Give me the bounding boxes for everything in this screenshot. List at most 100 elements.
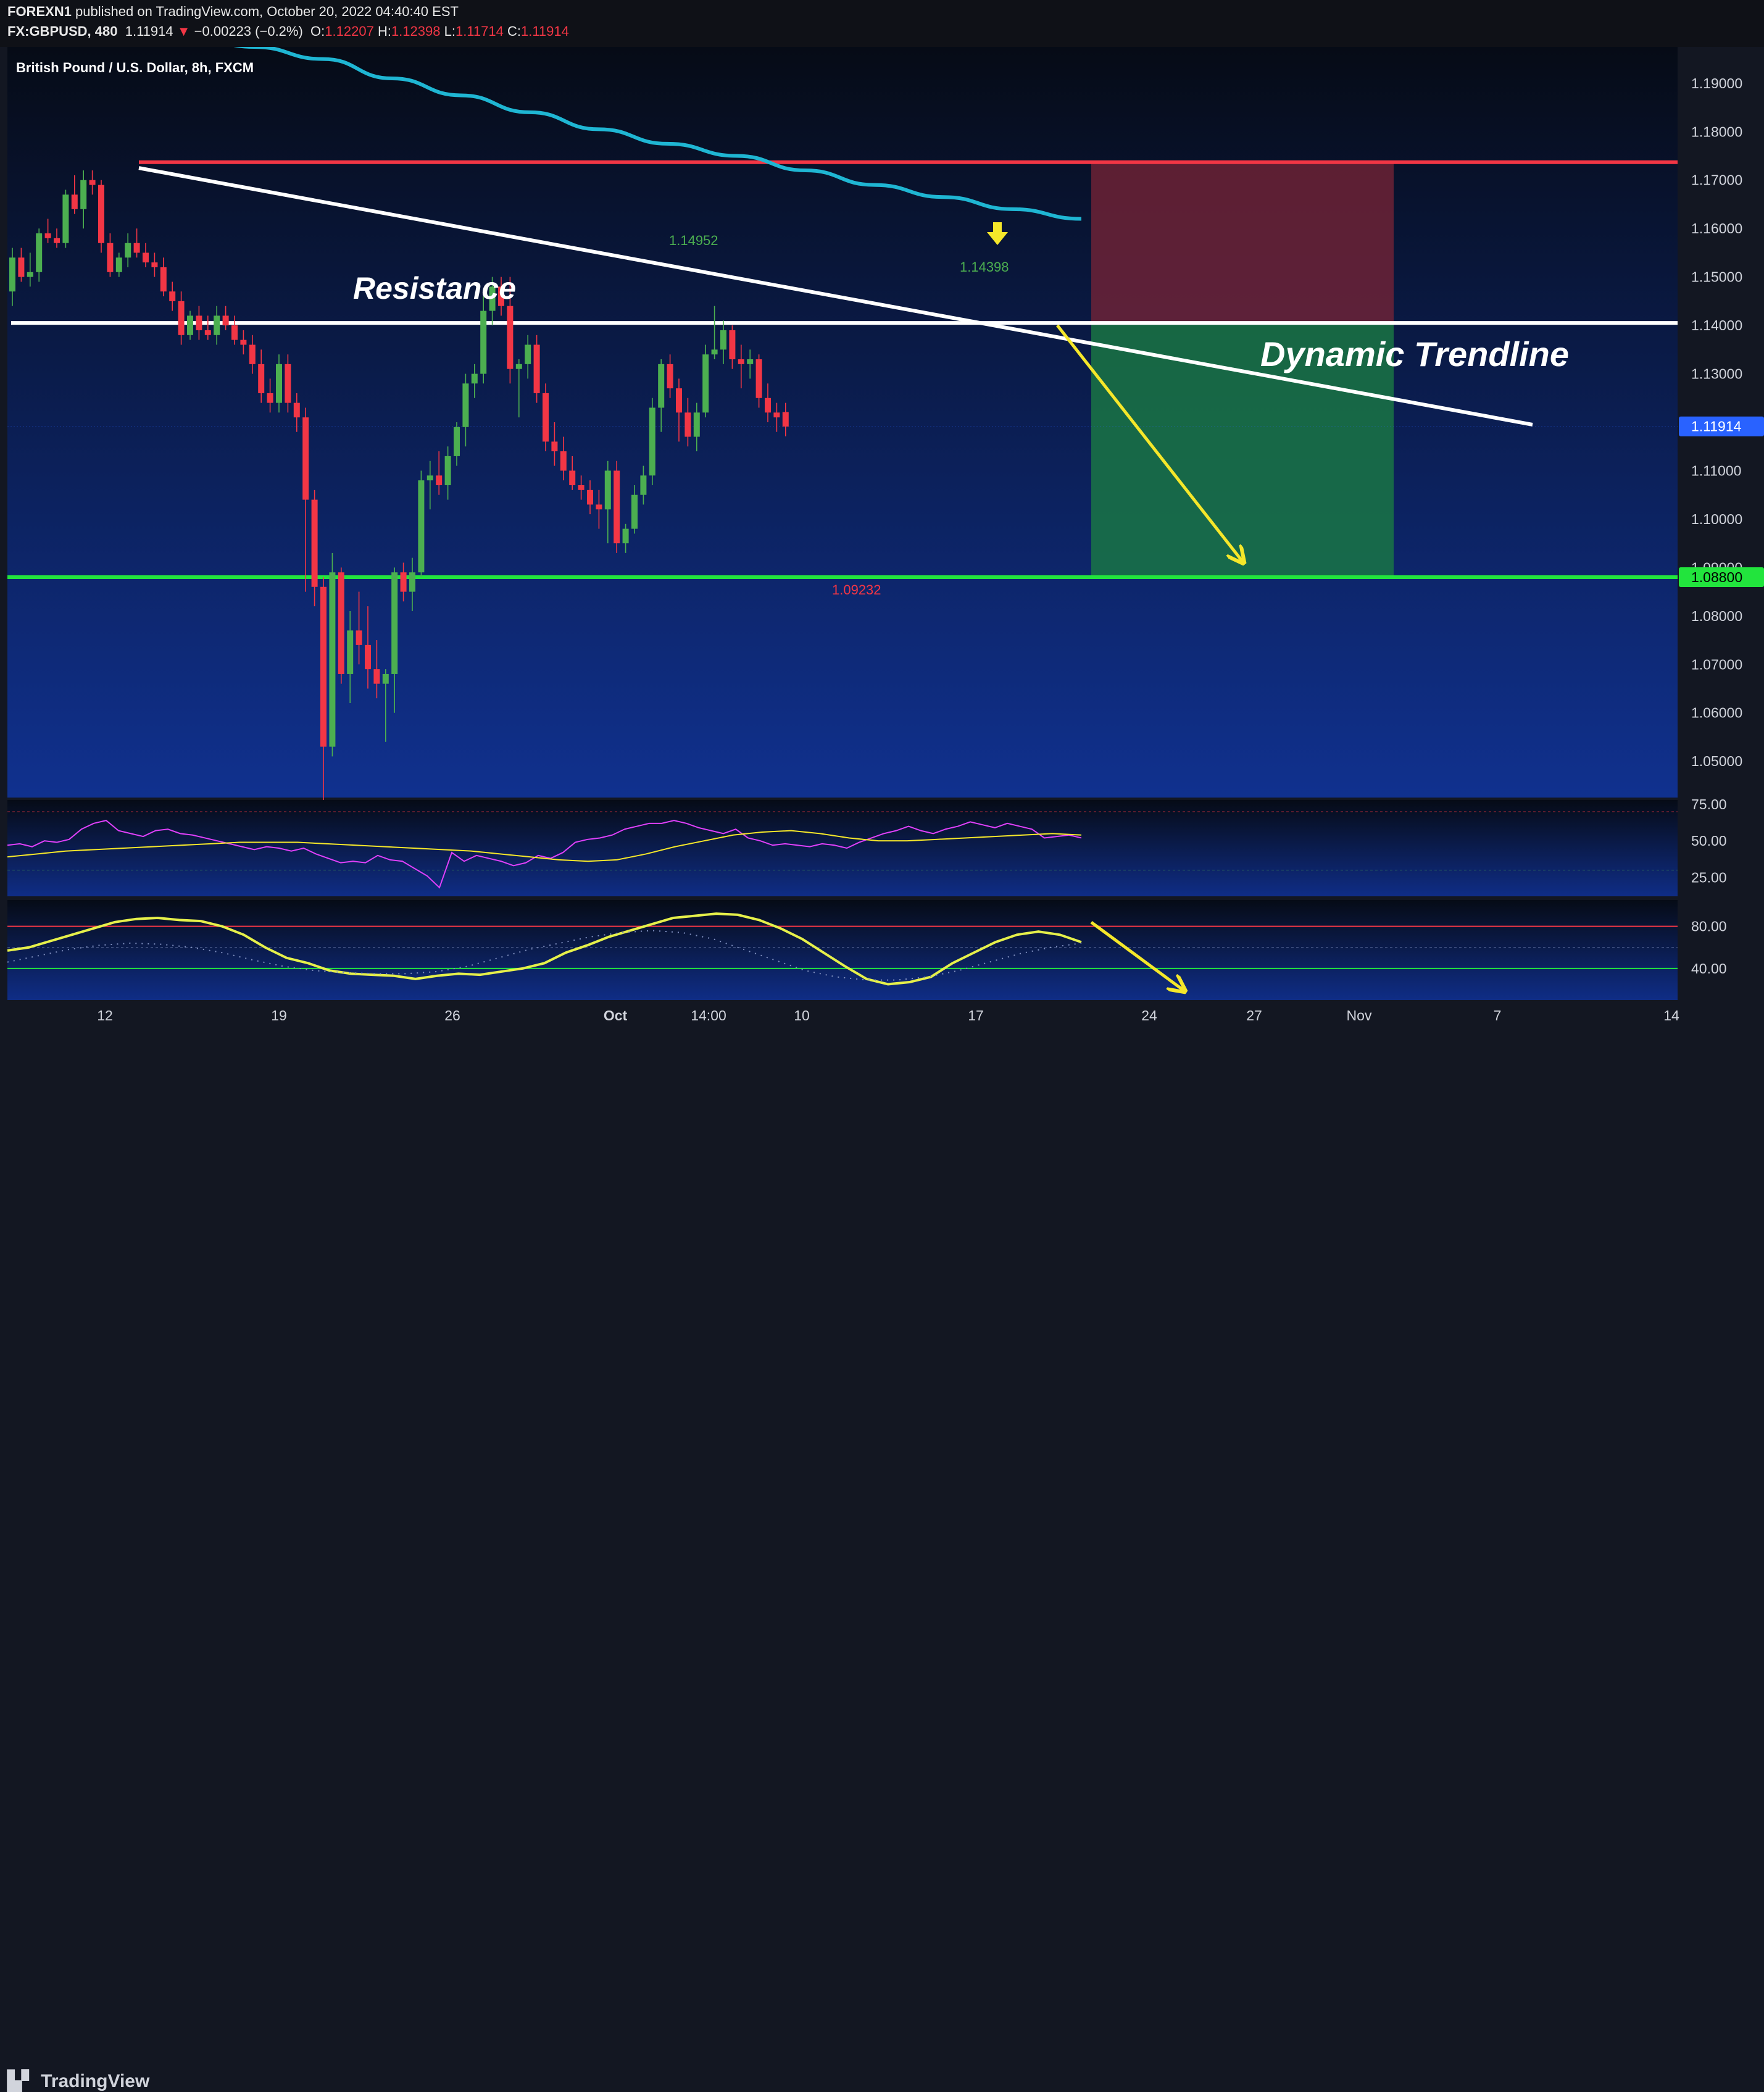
candle-body bbox=[320, 586, 327, 747]
projection-arrow bbox=[1056, 324, 1244, 563]
candle-body bbox=[551, 441, 558, 452]
low-value: 1.11714 bbox=[455, 23, 504, 39]
candle-body bbox=[676, 388, 682, 413]
candle-body bbox=[454, 427, 460, 456]
time-tick-label: 27 bbox=[1246, 1007, 1262, 1023]
candle-body bbox=[533, 344, 540, 393]
candle-body bbox=[409, 572, 415, 592]
change-arrow-icon: ▼ bbox=[177, 23, 191, 39]
last-price-badge-label: 1.11914 bbox=[1691, 419, 1742, 435]
candle-body bbox=[151, 262, 158, 267]
candle-body bbox=[729, 330, 736, 360]
candle-body bbox=[436, 475, 443, 485]
candle-body bbox=[507, 306, 514, 369]
candle-body bbox=[347, 630, 354, 674]
candle-body bbox=[44, 233, 51, 238]
candle-body bbox=[738, 359, 744, 364]
low-price-label: 1.09232 bbox=[832, 582, 881, 598]
rsi-ma-line bbox=[7, 830, 1082, 862]
candle-body bbox=[702, 354, 709, 413]
tradingview-logo-icon: ▙▘ bbox=[7, 2071, 36, 2091]
candle-body bbox=[489, 286, 496, 311]
price-tick-label: 1.05000 bbox=[1691, 753, 1742, 769]
target-price-badge-label: 1.08800 bbox=[1691, 569, 1742, 585]
candle-body bbox=[684, 412, 691, 437]
candle-body bbox=[115, 257, 122, 272]
candle-body bbox=[62, 194, 69, 243]
time-tick-label: 10 bbox=[794, 1007, 810, 1023]
chart-canvas[interactable]: British Pound / U.S. Dollar, 8h, FXCM Res… bbox=[0, 47, 1764, 1030]
tradingview-logo[interactable]: ▙▘ TradingView bbox=[7, 2070, 149, 2092]
close-label: C: bbox=[507, 23, 521, 39]
symbol-label: FX:GBPUSD, 480 bbox=[7, 23, 118, 39]
candle-body bbox=[444, 456, 451, 485]
rsi-line bbox=[7, 820, 1082, 889]
price-tick-label: 1.08000 bbox=[1691, 608, 1742, 624]
candle-body bbox=[418, 480, 425, 573]
time-tick-label: 7 bbox=[1494, 1007, 1502, 1023]
candle-body bbox=[302, 417, 309, 500]
candle-body bbox=[276, 364, 282, 403]
publisher-line: FOREXN1 published on TradingView.com, Oc… bbox=[7, 4, 459, 20]
candle-body bbox=[560, 451, 567, 471]
candle-body bbox=[36, 233, 43, 272]
candle-body bbox=[18, 257, 25, 277]
oscillator-tick-label: 80.00 bbox=[1691, 919, 1727, 935]
candle-body bbox=[373, 669, 380, 684]
open-value: 1.12207 bbox=[325, 23, 374, 39]
oscillator-arrow bbox=[1090, 920, 1185, 991]
high-label: H: bbox=[377, 23, 391, 39]
candle-body bbox=[649, 407, 655, 476]
candle-body bbox=[267, 393, 273, 403]
price-tick-label: 1.16000 bbox=[1691, 220, 1742, 236]
ohlc-line: FX:GBPUSD, 480 1.11914 ▼ −0.00223 (−0.2%… bbox=[7, 23, 569, 40]
tradingview-logo-text: TradingView bbox=[41, 2071, 150, 2091]
candle-body bbox=[133, 243, 140, 253]
candle-body bbox=[747, 359, 754, 364]
last-price-badge bbox=[1679, 416, 1764, 436]
resistance-annotation: Resistance bbox=[353, 271, 516, 306]
oscillator-line bbox=[7, 912, 1082, 986]
candle-body bbox=[222, 315, 229, 326]
trendline-annotation: Dynamic Trendline bbox=[1260, 335, 1569, 373]
candle-body bbox=[258, 364, 265, 393]
price-tick-label: 1.19000 bbox=[1691, 75, 1742, 91]
main-pane-bg bbox=[7, 47, 1678, 798]
candle-body bbox=[98, 185, 104, 243]
dynamic-trendline bbox=[138, 166, 1533, 427]
price-tick-label: 1.06000 bbox=[1691, 705, 1742, 721]
time-tick-label: Nov bbox=[1347, 1007, 1372, 1023]
price-tick-label: 1.18000 bbox=[1691, 123, 1742, 140]
candle-body bbox=[543, 393, 549, 442]
candle-body bbox=[587, 490, 593, 505]
footer: ▙▘ TradingView bbox=[0, 1030, 1764, 2091]
down-arrow-icon bbox=[987, 222, 1008, 245]
candle-body bbox=[54, 238, 60, 243]
price-tick-label: 1.13000 bbox=[1691, 366, 1742, 382]
price-tick-label: 1.17000 bbox=[1691, 172, 1742, 188]
candle-body bbox=[596, 504, 602, 510]
rsi-pane-bg bbox=[7, 800, 1678, 896]
candle-body bbox=[569, 470, 576, 485]
candle-body bbox=[773, 412, 780, 418]
candle-body bbox=[622, 528, 629, 544]
time-tick-label: 26 bbox=[444, 1007, 460, 1023]
candle-body bbox=[720, 330, 726, 350]
publisher-name[interactable]: FOREXN1 bbox=[7, 4, 72, 19]
price-tick-label: 1.11000 bbox=[1691, 462, 1741, 478]
oscillator-tick-label: 40.00 bbox=[1691, 961, 1727, 977]
stop-loss-zone bbox=[1091, 162, 1394, 323]
high-price-label: 1.14952 bbox=[669, 233, 718, 248]
candle-body bbox=[89, 180, 96, 185]
candle-body bbox=[27, 272, 33, 277]
candle-body bbox=[515, 364, 522, 369]
candle-body bbox=[782, 412, 789, 427]
rsi-axis-bg bbox=[1678, 800, 1764, 896]
candle-body bbox=[631, 494, 638, 529]
time-tick-label: Oct bbox=[604, 1007, 628, 1023]
take-profit-zone bbox=[1091, 323, 1394, 578]
oscillator-signal-line bbox=[7, 930, 1082, 981]
candle-body bbox=[231, 325, 238, 340]
candle-body bbox=[525, 344, 531, 364]
candle-body bbox=[311, 499, 318, 587]
